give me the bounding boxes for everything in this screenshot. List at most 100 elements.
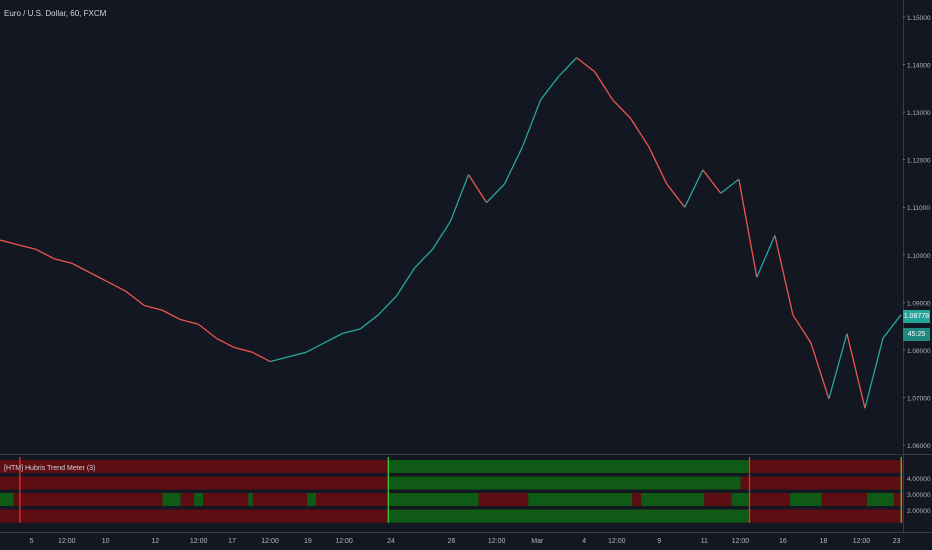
trend-cell (478, 493, 529, 506)
price-segment (666, 183, 686, 208)
price-segment (395, 267, 416, 297)
price-segment (107, 281, 127, 293)
indicator-title[interactable]: [HTM] Hubris Trend Meter (3) (4, 465, 96, 472)
price-segment (125, 290, 145, 306)
price-axis-label: 1.09000 (907, 300, 931, 307)
price-axis-label: 1.11000 (907, 205, 930, 212)
trend-cell (0, 460, 389, 473)
trend-cell (203, 493, 249, 506)
price-segment (594, 71, 614, 101)
trend-cell (0, 476, 389, 490)
trend-cell (13, 493, 163, 506)
price-segment (684, 169, 704, 208)
time-axis-label: 18 (820, 538, 828, 545)
price-segment (377, 295, 397, 316)
time-axis-label: 12:00 (488, 538, 506, 545)
price-segment (270, 356, 289, 363)
price-segment (540, 76, 560, 101)
symbol-title[interactable]: Euro / U.S. Dollar, 60, FXCM (4, 9, 107, 18)
trend-cell (749, 509, 903, 523)
trend-cell (388, 493, 479, 506)
price-segment (756, 235, 776, 278)
price-segment (503, 146, 524, 185)
price-segment (738, 179, 758, 278)
time-axis-label: 10 (102, 538, 110, 545)
price-segment (792, 314, 812, 344)
trend-cell (749, 460, 903, 473)
price-segment (17, 244, 37, 250)
trend-cell (754, 476, 903, 490)
time-axis-label: 12:00 (732, 538, 750, 545)
price-axis-label: 1.14000 (907, 63, 931, 70)
price-axis-label: 1.08000 (907, 348, 931, 355)
indicator-axis-label: 4.00000 (907, 476, 931, 483)
price-segment (215, 337, 235, 349)
time-axis-label: 12:00 (608, 538, 626, 545)
price-segment (702, 169, 722, 194)
indicator-axis-label: 3.00000 (907, 492, 931, 499)
trend-cell (316, 493, 389, 506)
countdown-badge: 45:25 (903, 328, 930, 341)
trend-cell (0, 493, 14, 506)
time-axis-label: 5 (30, 538, 34, 545)
price-segment (720, 178, 740, 194)
price-segment (234, 346, 253, 353)
trend-cell (0, 509, 389, 523)
time-axis-label: 26 (448, 538, 456, 545)
price-segment (630, 118, 650, 147)
trend-cell (632, 493, 642, 506)
indicator-axis-label: 2.00000 (907, 508, 931, 515)
price-axis-label: 1.13000 (907, 110, 931, 117)
price-segment (89, 272, 109, 283)
time-axis-label: 17 (228, 538, 236, 545)
trend-cell (162, 493, 181, 506)
trend-cell (388, 509, 750, 523)
trend-cell (307, 493, 317, 506)
time-axis-label: Mar (531, 538, 544, 545)
price-segment (449, 174, 470, 222)
price-segment (882, 314, 902, 339)
price-segment (360, 314, 379, 330)
time-axis-label: 16 (779, 538, 787, 545)
price-segment (288, 351, 307, 358)
time-axis-label: 19 (304, 538, 312, 545)
price-axis-label: 1.10000 (907, 253, 931, 260)
price-segment (306, 342, 325, 353)
time-axis-label: 12:00 (335, 538, 353, 545)
price-segment (486, 183, 506, 204)
price-segment (251, 351, 271, 363)
price-segment (143, 304, 163, 311)
time-axis-label: 23 (893, 538, 901, 545)
trend-cell (180, 493, 195, 506)
trend-cell (388, 460, 750, 473)
trend-cell (866, 493, 894, 506)
trend-cell (731, 493, 750, 506)
trend-cell (528, 493, 633, 506)
time-axis-label: 12 (151, 538, 159, 545)
price-axis-label: 1.07000 (907, 395, 931, 402)
trend-cell (641, 493, 705, 506)
price-segment (35, 248, 55, 260)
price-axis-label: 1.12000 (907, 158, 931, 165)
price-segment (342, 328, 361, 335)
trend-cell (821, 493, 867, 506)
price-segment (197, 323, 217, 339)
price-segment (161, 309, 181, 321)
current-price-badge: 1.08778 (903, 310, 930, 323)
price-segment (71, 262, 91, 274)
price-segment (53, 258, 73, 265)
price-segment (576, 57, 596, 73)
price-segment (0, 239, 19, 246)
price-segment (864, 338, 884, 409)
trend-cell (790, 493, 822, 506)
price-segment (612, 99, 632, 119)
trend-cell (740, 476, 755, 490)
price-segment (810, 342, 830, 400)
trend-cell (893, 493, 903, 506)
price-segment (431, 220, 452, 250)
time-axis-label: 12:00 (58, 538, 76, 545)
trend-cell (704, 493, 732, 506)
time-axis-label: 4 (582, 538, 586, 545)
